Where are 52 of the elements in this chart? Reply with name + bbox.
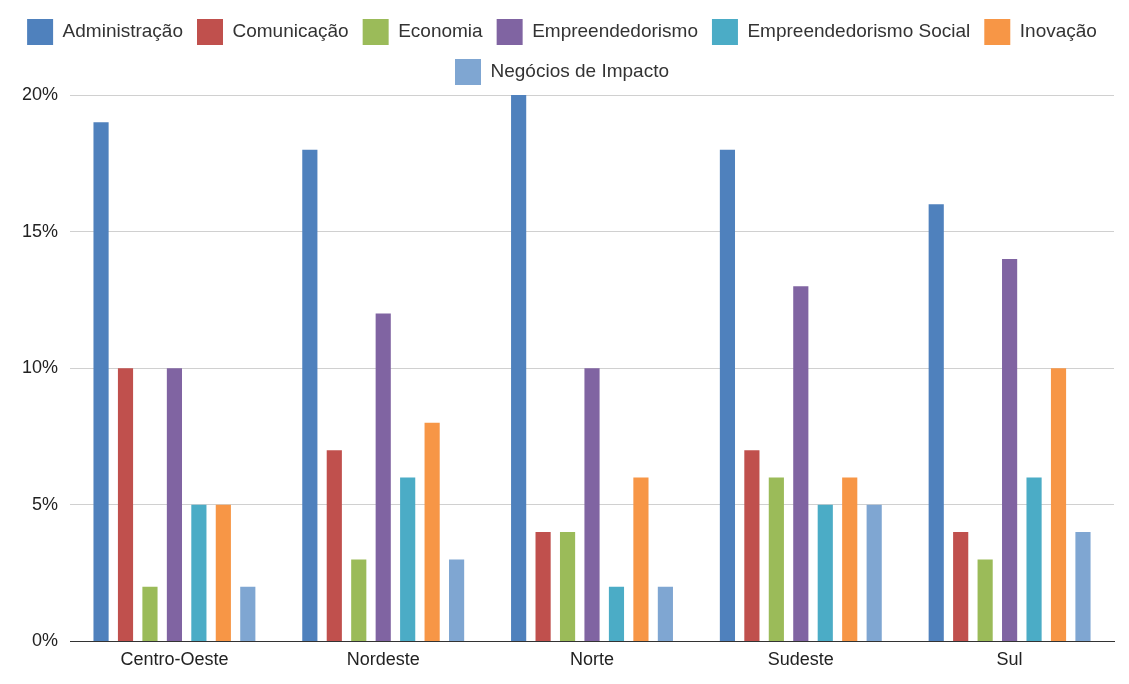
x-tick-label: Sul (996, 649, 1023, 670)
bar (559, 532, 576, 641)
bar (240, 586, 256, 641)
bar (1050, 368, 1067, 641)
x-tick-label: Nordeste (346, 649, 420, 670)
legend-label: Economia (398, 20, 484, 42)
bar (400, 477, 416, 641)
legend-label: Comunicação (232, 20, 349, 42)
bar (657, 586, 673, 641)
bar (633, 477, 649, 641)
y-tick-label: 5% (32, 493, 59, 514)
bar (608, 586, 625, 641)
bar (817, 504, 833, 641)
x-tick-label: Norte (570, 649, 615, 670)
bar (1075, 532, 1091, 641)
bar (424, 422, 440, 641)
bar (842, 477, 858, 641)
legend-label: Administração (62, 20, 183, 42)
legend-label: Inovação (1019, 20, 1097, 42)
x-tick-label: Centro-Oeste (120, 649, 229, 670)
y-tick-label: 0% (32, 630, 59, 651)
bar (142, 586, 158, 641)
y-tick-label: 10% (22, 357, 59, 378)
y-tick-label: 15% (22, 220, 59, 241)
bar (866, 504, 882, 641)
bar (215, 504, 231, 641)
bar (744, 450, 760, 641)
y-tick-label: 20% (22, 83, 59, 104)
x-tick-label: Sudeste (767, 649, 834, 670)
bar (326, 450, 342, 641)
legend-label: Negócios de Impacto (490, 60, 670, 82)
bar (511, 95, 527, 641)
bar (351, 559, 367, 641)
bar (535, 532, 551, 641)
bar (191, 504, 207, 641)
bar (977, 559, 993, 641)
bar (302, 149, 318, 641)
bar (93, 122, 109, 641)
bar (584, 368, 600, 641)
bar (1026, 477, 1042, 641)
bar (953, 532, 969, 641)
bar (1002, 258, 1018, 641)
legend-label: Empreendedorismo Social (747, 20, 971, 42)
bar (166, 368, 183, 641)
bar (768, 477, 784, 641)
legend-label: Empreendedorismo (532, 20, 698, 42)
bar (928, 204, 944, 641)
bar (449, 559, 465, 641)
bar (793, 286, 809, 641)
bar (117, 368, 134, 641)
bar (719, 149, 736, 641)
bar (375, 313, 391, 641)
